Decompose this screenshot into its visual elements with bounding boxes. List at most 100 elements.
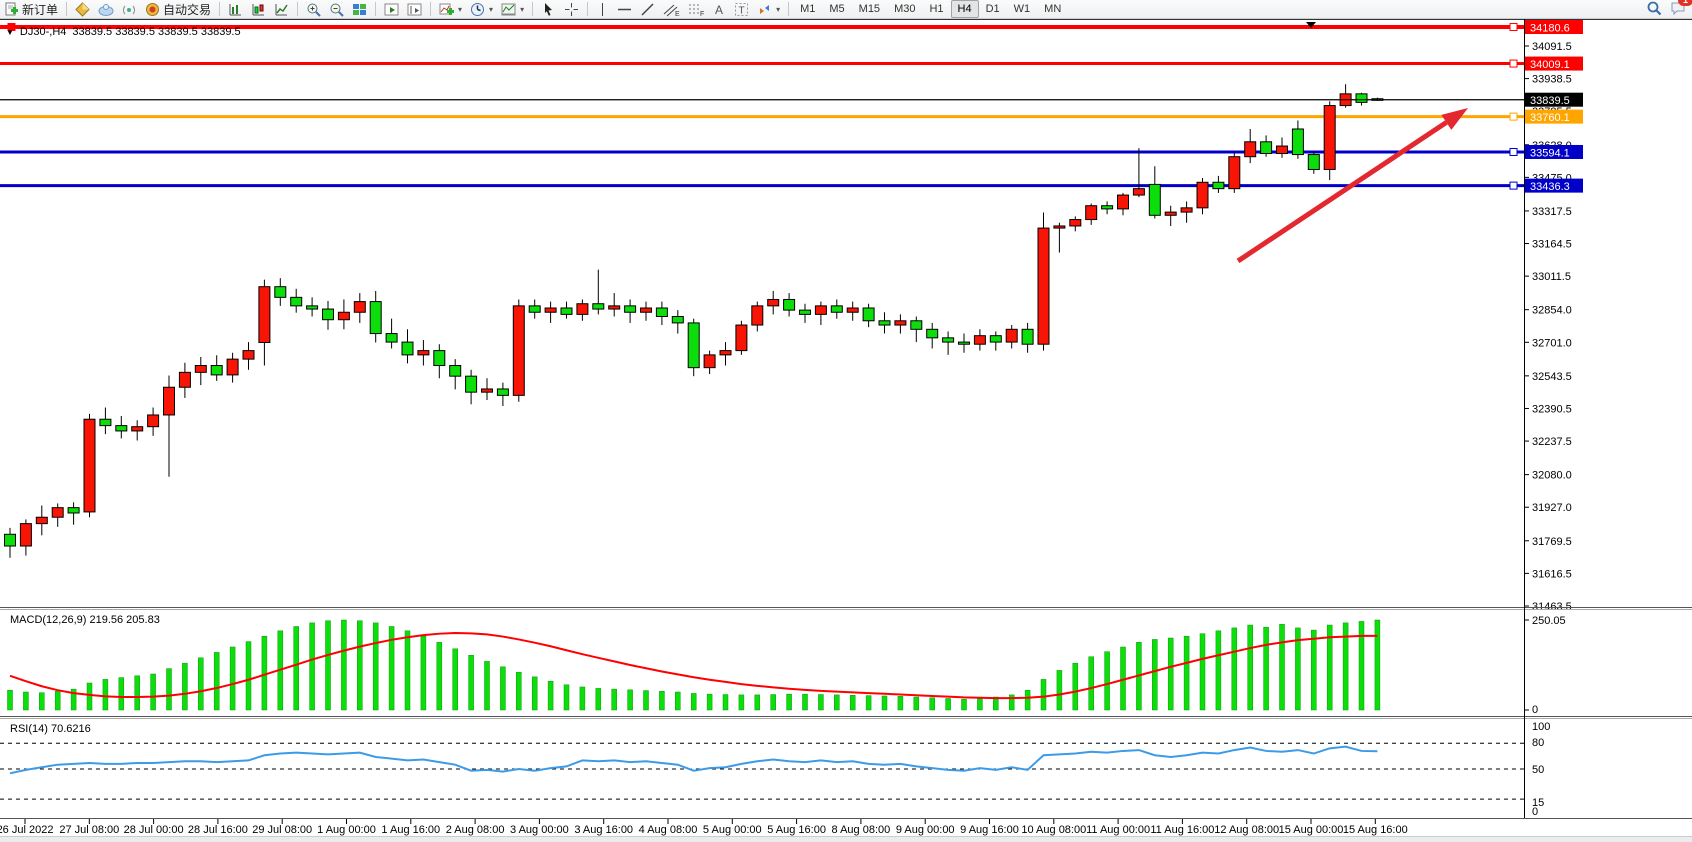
time-label: 1 Aug 00:00 [317,824,376,836]
price-label-box [1525,20,1583,35]
bear-candle [560,307,573,315]
autotrading-button[interactable]: 自动交易 [141,1,215,18]
text-button[interactable]: A [709,1,730,18]
macd-histogram-bar [563,684,570,711]
bull-candle [1164,211,1177,216]
search-icon[interactable] [1646,0,1662,19]
trend-arrow-head[interactable] [1441,108,1468,130]
macd-histogram-bar [929,697,935,711]
macd-histogram-bar [849,694,856,711]
horizontal-line-button[interactable] [613,1,636,18]
bull-candle [576,303,589,315]
vertical-line-button[interactable] [592,1,613,18]
macd-histogram-bar [357,620,363,711]
fibonacci-button[interactable]: F [684,1,709,18]
crosshair-icon [564,2,579,17]
dropdown-caret-icon[interactable]: ▾ [776,4,781,14]
bull-candle [337,311,350,321]
symbol-dropdown-icon[interactable]: ▼ [6,27,14,37]
new-order-icon [4,2,19,17]
equidistant-channel-button[interactable]: E [659,1,684,18]
periods-button[interactable]: ▾ [466,1,497,18]
time-label: 15 Aug 00:00 [1279,824,1344,836]
timeframe-m1[interactable]: M1 [800,3,816,15]
toolbar-group [537,0,583,18]
timeframe-mn[interactable]: MN [1044,3,1062,15]
cursor-button[interactable] [537,1,560,18]
price-tick-label: 33317.5 [1532,206,1572,218]
chat-button[interactable]: 1 [1670,0,1692,19]
hline-handle[interactable] [1509,23,1518,32]
bear-candle [1291,128,1304,156]
text-a-icon: A [713,2,726,17]
bear-candle [1260,141,1273,155]
time-label: 10 Aug 08:00 [1021,824,1086,836]
bear-candle [624,305,637,313]
timeframe-m15[interactable]: M15 [858,3,881,15]
zoom-in-button[interactable] [302,1,325,18]
auto-scroll-button[interactable] [380,1,403,18]
trend-arrow-line[interactable] [1236,120,1448,264]
bull-candle [258,286,271,344]
candlestick-chart-button[interactable] [247,1,270,18]
navigator-button[interactable] [71,1,94,18]
timeframe-d1[interactable]: D1 [985,3,1000,15]
bull-candle [1005,328,1018,343]
hline-handle[interactable] [1509,181,1518,190]
templates-button[interactable]: ▾ [497,1,528,18]
cloud-profile-icon [98,2,114,17]
timeframe-w1[interactable]: W1 [1013,3,1031,15]
chart-shift-button[interactable] [403,1,426,18]
timeframe-m30[interactable]: M30 [894,3,916,15]
signals-button[interactable] [118,1,141,18]
bull-candle [35,516,48,525]
bear-candle [67,507,80,514]
macd-histogram-bar [675,691,681,711]
vline-icon [596,2,609,17]
macd-histogram-bar [547,680,554,711]
trendline-button[interactable] [636,1,659,18]
dropdown-caret-icon[interactable]: ▾ [520,4,525,14]
price-label-box [1525,178,1583,193]
chart-shift-icon [407,2,422,17]
text-label-button[interactable]: T [730,1,753,18]
macd-histogram-bar [1072,662,1079,711]
price-tick-label: 31463.5 [1532,601,1572,613]
timeframe-h4[interactable]: H4 [950,0,979,18]
bear-candle [830,305,843,313]
profile-button[interactable] [94,1,118,18]
chart-title-bar: ▼ DJ30-,H4 33839.5 33839.5 33839.5 33839… [6,26,241,38]
bull-candle [735,324,748,352]
macd-histogram-bar [1374,619,1381,711]
bull-candle [751,305,764,326]
zoom-out-button[interactable] [325,1,348,18]
toolbar-separator [430,2,432,16]
bear-candle [449,365,462,377]
bull-candle [1228,156,1241,190]
macd-histogram-bar [70,688,77,711]
indicators-button[interactable]: ▾ [435,1,466,18]
arrows-button[interactable]: ▾ [753,1,784,18]
dropdown-caret-icon[interactable]: ▾ [489,4,494,14]
line-chart-button[interactable] [270,1,293,18]
macd-histogram-bar [1056,670,1063,711]
hline-handle[interactable] [7,23,16,32]
hline-handle[interactable] [1509,147,1518,156]
crosshair-button[interactable] [560,1,583,18]
tile-windows-button[interactable] [348,1,371,18]
new-order-button[interactable]: 新订单 [0,1,62,18]
toolbar-group: 自动交易 [71,0,215,18]
bar-chart-button[interactable] [224,1,247,18]
time-label: 3 Aug 16:00 [574,824,633,836]
dropdown-caret-icon[interactable]: ▾ [458,4,463,14]
bull-candle [1244,141,1257,158]
macd-histogram-bar [1263,626,1269,711]
price-tick-label: 32080.0 [1532,470,1572,482]
fibo-icon: F [688,2,705,17]
time-label: 5 Aug 00:00 [703,824,762,836]
hline-handle[interactable] [1509,59,1518,68]
bull-candle [1085,205,1098,221]
timeframe-m5[interactable]: M5 [829,3,845,15]
hline-handle[interactable] [1509,112,1518,121]
timeframe-h1[interactable]: H1 [929,3,944,15]
